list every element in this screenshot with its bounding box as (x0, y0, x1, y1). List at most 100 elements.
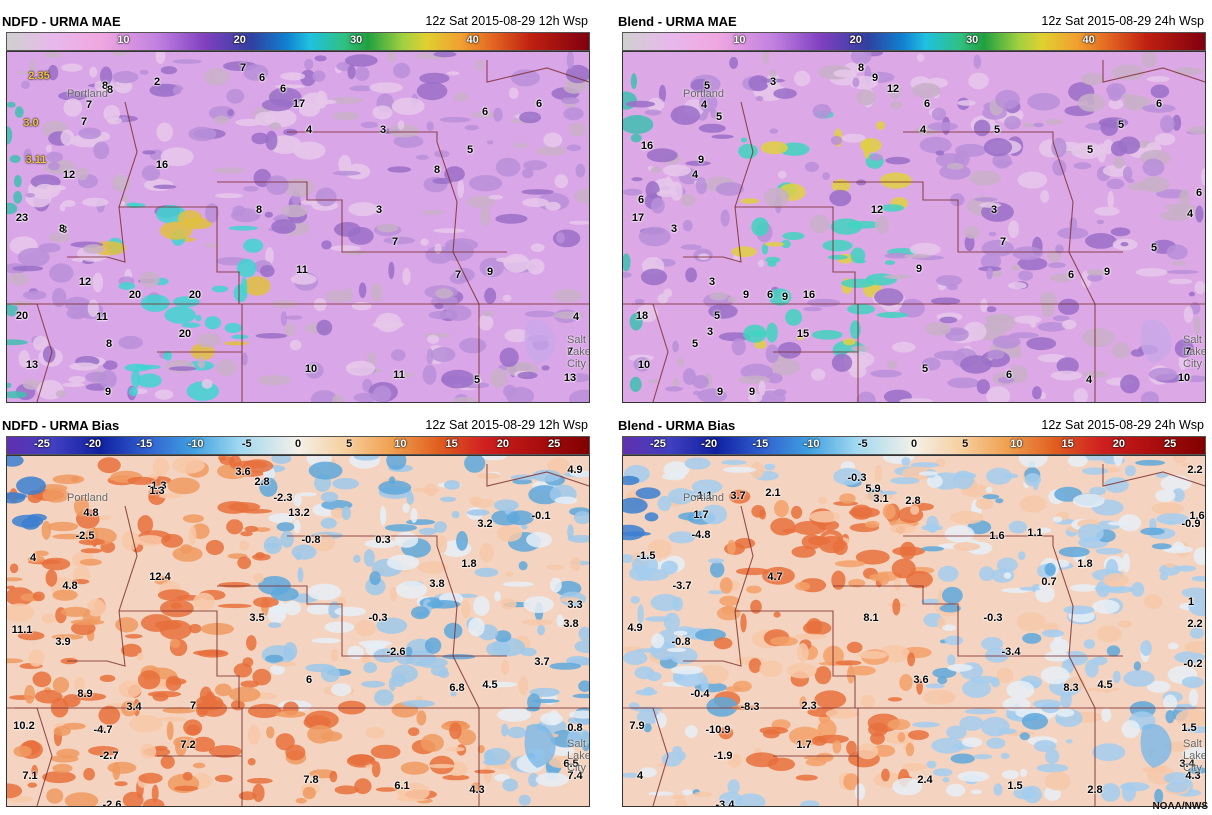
field-blob (640, 268, 668, 286)
field-blob (270, 586, 299, 602)
field-blob (267, 605, 287, 624)
field-blob (979, 202, 1002, 208)
field-blob (1163, 772, 1191, 785)
colorbar-tick: -5 (857, 438, 868, 450)
field-blob (665, 386, 683, 392)
field-blob (570, 557, 581, 572)
field-blob (975, 498, 994, 510)
field-blob (290, 273, 317, 285)
field-blob (759, 509, 767, 520)
field-blob (155, 52, 166, 64)
field-blob (832, 740, 842, 754)
field-blob (985, 486, 993, 494)
field-blob (375, 312, 402, 333)
field-blob (570, 470, 589, 478)
field-blob (950, 753, 975, 764)
field-blob (349, 85, 374, 92)
field-blob (397, 120, 405, 130)
field-blob (1050, 273, 1074, 283)
value-label: 7 (189, 700, 197, 712)
field-blob (304, 362, 324, 379)
field-blob (415, 154, 429, 160)
field-blob (46, 151, 63, 163)
field-blob (24, 684, 35, 704)
field-blob (764, 242, 785, 247)
field-blob (99, 515, 111, 521)
field-blob (868, 722, 888, 737)
field-blob (1079, 456, 1114, 461)
value-label: 6 (535, 98, 543, 110)
field-blob (42, 771, 76, 784)
field-blob (199, 686, 213, 705)
field-blob (7, 783, 23, 799)
field-blob (107, 761, 137, 774)
field-blob (240, 680, 260, 688)
field-blob (1111, 64, 1145, 81)
field-blob (939, 604, 961, 613)
field-blob (167, 678, 187, 685)
field-blob (681, 193, 696, 207)
field-blob (638, 226, 671, 247)
field-blob (372, 105, 393, 120)
value-label: 8 (101, 80, 109, 92)
value-label: -8.3 (740, 701, 760, 713)
field-blob (634, 648, 663, 653)
field-blob (706, 696, 738, 717)
field-blob (281, 204, 308, 218)
field-blob (507, 726, 527, 739)
field-blob (1032, 386, 1042, 400)
value-label: 8.3 (1063, 682, 1079, 694)
field-blob (623, 531, 651, 537)
field-blob (887, 84, 902, 99)
field-blob (60, 606, 91, 617)
field-blob (1120, 782, 1150, 792)
field-blob (986, 267, 993, 280)
field-blob (1112, 342, 1130, 359)
field-blob (320, 517, 337, 529)
value-label: 4 (305, 124, 313, 136)
field-blob (152, 457, 169, 477)
value-label: 9 (748, 386, 756, 398)
value-label: 2.8 (254, 476, 270, 488)
colorbar-mae: 10 20 30 40 (622, 32, 1206, 51)
field-blob (348, 202, 379, 217)
field-blob (930, 297, 961, 305)
field-blob (541, 365, 550, 371)
panel-title: NDFD - URMA Bias (2, 418, 120, 433)
field-blob (363, 549, 375, 567)
field-blob (937, 676, 948, 685)
field-blob (1040, 666, 1070, 685)
field-blob (131, 369, 141, 388)
field-blob (393, 62, 411, 79)
value-label: 1.5 (1007, 780, 1023, 792)
field-blob (46, 184, 66, 191)
value-label: 11 (96, 311, 108, 323)
field-blob (1173, 67, 1203, 76)
field-blob (986, 386, 1011, 402)
field-blob (13, 745, 32, 758)
field-blob (795, 774, 818, 781)
field-blob (636, 304, 659, 323)
field-blob (797, 335, 804, 341)
field-blob (822, 172, 830, 180)
field-blob (856, 391, 876, 402)
map-blend-mae: 3 8 9 12 6 5 4 6 16 9 6 4 5 4 5 5 5 6 4 17 3 12 3 7 5 3 6 6 9 9 9 9 3 16 5… (622, 51, 1206, 403)
panel-date: 12z Sat 2015-08-29 12h Wsp (425, 14, 588, 28)
field-blob (1045, 119, 1063, 125)
field-blob (118, 680, 142, 698)
field-blob (770, 358, 801, 376)
field-blob (1112, 670, 1121, 684)
field-blob (52, 474, 85, 485)
field-blob (482, 759, 507, 766)
field-blob (535, 772, 569, 787)
field-blob (1168, 278, 1193, 285)
field-blob (833, 468, 863, 486)
field-blob (667, 488, 695, 505)
field-blob (470, 112, 498, 118)
field-blob (124, 634, 143, 639)
field-blob (817, 496, 828, 505)
field-blob (118, 335, 143, 350)
field-blob (738, 143, 758, 159)
value-label: 7.9 (629, 720, 645, 732)
value-label: -4.7 (93, 724, 113, 736)
